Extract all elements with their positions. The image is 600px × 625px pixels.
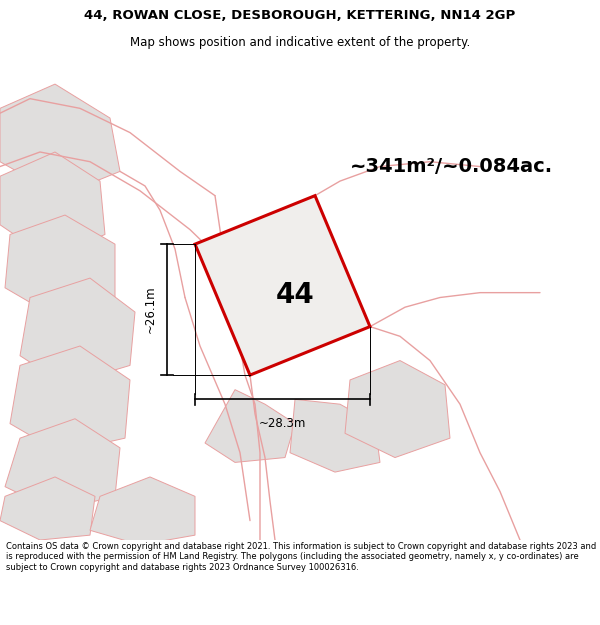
Text: ~28.3m: ~28.3m bbox=[259, 417, 306, 430]
Polygon shape bbox=[205, 389, 295, 462]
Text: Contains OS data © Crown copyright and database right 2021. This information is : Contains OS data © Crown copyright and d… bbox=[6, 542, 596, 571]
Polygon shape bbox=[0, 477, 95, 540]
Text: 44, ROWAN CLOSE, DESBOROUGH, KETTERING, NN14 2GP: 44, ROWAN CLOSE, DESBOROUGH, KETTERING, … bbox=[85, 9, 515, 22]
Polygon shape bbox=[345, 361, 450, 458]
Text: ~26.1m: ~26.1m bbox=[144, 286, 157, 334]
Polygon shape bbox=[5, 419, 120, 511]
Text: ~341m²/~0.084ac.: ~341m²/~0.084ac. bbox=[350, 157, 553, 176]
Polygon shape bbox=[5, 215, 115, 317]
Polygon shape bbox=[290, 399, 380, 472]
Polygon shape bbox=[0, 84, 120, 196]
Polygon shape bbox=[0, 152, 105, 259]
Text: Map shows position and indicative extent of the property.: Map shows position and indicative extent… bbox=[130, 36, 470, 49]
Polygon shape bbox=[90, 477, 195, 545]
Text: 44: 44 bbox=[275, 281, 314, 309]
Polygon shape bbox=[10, 346, 130, 452]
Polygon shape bbox=[195, 196, 370, 375]
Polygon shape bbox=[20, 278, 135, 385]
